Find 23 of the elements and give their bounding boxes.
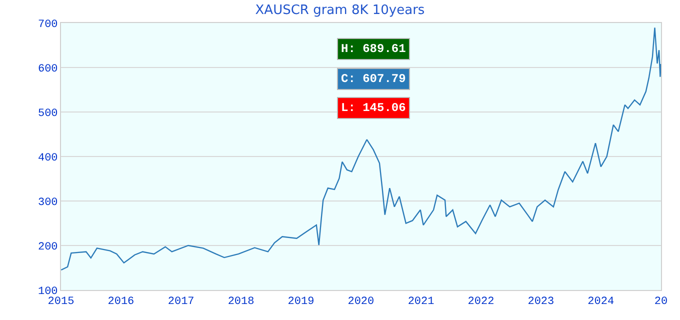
y-tick-label: 300 [38,196,58,209]
x-tick-label: 2022 [468,296,494,308]
annotation: H: 689.61 [341,42,406,56]
chart-title: XAUSCR gram 8K 10years [255,2,425,18]
x-tick-label: 2018 [228,296,254,308]
y-tick-label: 200 [38,241,58,254]
y-tick-label: 500 [38,108,58,120]
x-tick-label: 2019 [288,296,314,308]
y-tick-label: 700 [38,18,58,31]
y-tick-label: 600 [38,63,58,76]
y-tick-label: 400 [38,152,58,164]
x-tick-label: 2015 [48,296,74,308]
x-tick-label: 2017 [168,296,194,308]
line-series [61,27,661,271]
y-tick-label: 100 [38,286,58,298]
x-tick-label: 20 [654,296,668,308]
x-tick-label: 2021 [408,296,435,308]
x-tick-label: 2024 [588,296,614,308]
x-tick-label: 2023 [528,296,554,308]
x-tick-label: 2020 [348,296,374,308]
x-tick-label: 2016 [108,296,134,308]
annotation: C: 607.79 [341,72,406,86]
annotation: L: 145.06 [341,101,406,115]
